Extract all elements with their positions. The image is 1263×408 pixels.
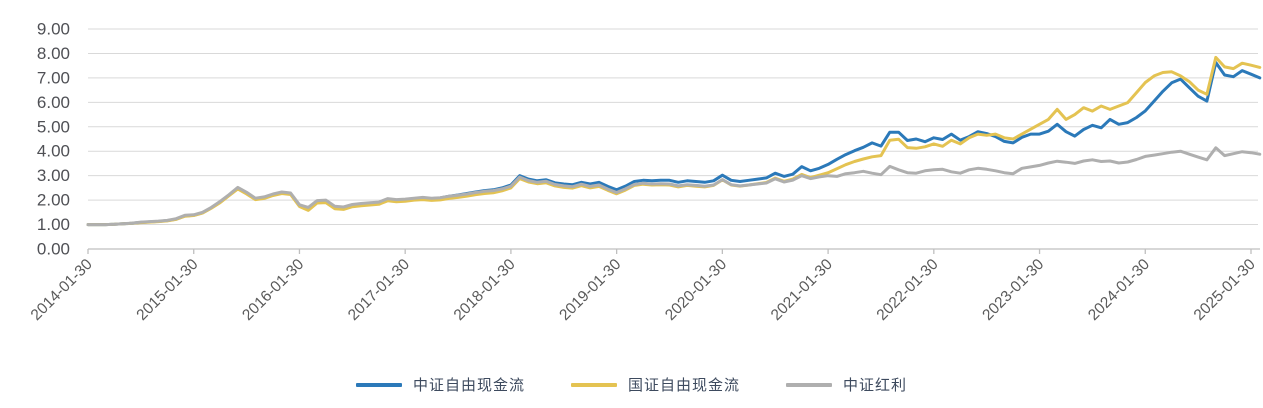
y-tick-label: 9.00 (37, 20, 70, 39)
x-tick-label: 2017-01-30 (345, 256, 413, 324)
x-tick-label: 2020-01-30 (662, 256, 730, 324)
y-tick-label: 4.00 (37, 142, 70, 161)
y-tick-label: 2.00 (37, 191, 70, 210)
y-tick-label: 5.00 (37, 117, 70, 136)
y-tick-label: 0.00 (37, 240, 70, 259)
y-tick-label: 1.00 (37, 215, 70, 234)
y-tick-label: 6.00 (37, 93, 70, 112)
x-tick-label: 2023-01-30 (979, 256, 1047, 324)
x-tick-label: 2015-01-30 (133, 256, 201, 324)
legend-label: 中证自由现金流 (412, 377, 525, 394)
y-axis-labels: 9.00 8.00 7.00 6.00 5.00 4.00 3.00 2.00 1.00 0.00 (37, 20, 70, 259)
line-swatch-icon (786, 382, 832, 387)
legend-item-cni-free-cash-flow: 国证自由现金流 (570, 374, 740, 395)
x-tick-label: 2018-01-30 (451, 256, 519, 324)
y-tick-label: 7.00 (37, 68, 70, 87)
y-gridlines (88, 28, 1258, 226)
x-axis: 2014-01-30 2015-01-30 2016-01-30 2017-01-30… (28, 248, 1260, 324)
legend-label: 国证自由现金流 (627, 377, 740, 394)
series-line-1 (86, 55, 1262, 227)
legend-item-csi-dividend: 中证红利 (786, 374, 907, 395)
series-line-2 (86, 146, 1262, 227)
y-tick-label: 3.00 (37, 166, 70, 185)
chart-legend: 中证自由现金流 国证自由现金流 中证红利 (0, 374, 1263, 395)
x-tick-label: 2024-01-30 (1085, 256, 1153, 324)
line-swatch-icon (570, 382, 617, 387)
x-tick-label: 2016-01-30 (239, 256, 307, 324)
x-tick-label: 2019-01-30 (556, 256, 624, 324)
x-tick-label: 2022-01-30 (874, 256, 942, 324)
y-tick-label: 8.00 (37, 44, 70, 63)
x-tick-label: 2025-01-30 (1191, 256, 1259, 324)
line-swatch-icon (355, 382, 402, 387)
legend-item-csi-free-cash-flow: 中证自由现金流 (355, 374, 525, 395)
x-tick-label: 2021-01-30 (768, 256, 836, 324)
x-tick-label: 2014-01-30 (28, 256, 96, 324)
legend-label: 中证红利 (843, 377, 908, 394)
